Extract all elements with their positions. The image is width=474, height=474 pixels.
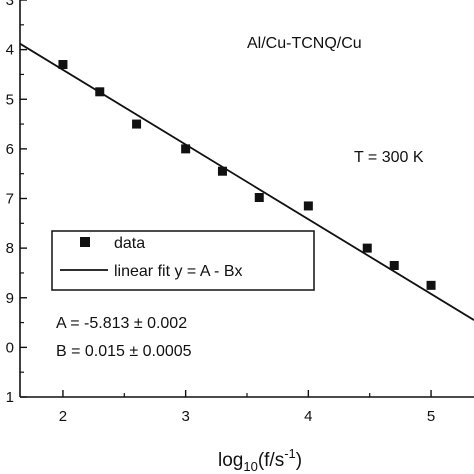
legend-label-data: data <box>114 235 145 252</box>
param-b-annotation: B = 0.015 ± 0.0005 <box>56 343 192 360</box>
x-axis-label: log10(f/s-1) <box>218 446 302 474</box>
y-tick-label: 3 <box>6 0 14 9</box>
data-point <box>362 243 372 253</box>
data-point <box>389 260 399 270</box>
data-point <box>58 60 68 70</box>
data-point <box>132 119 142 129</box>
y-tick-label: 5 <box>6 91 14 108</box>
axes: 2 3 4 5 3 4 5 6 7 8 9 0 1 <box>6 0 474 425</box>
legend-label-fit: linear fit y = A - Bx <box>114 263 243 280</box>
data-point <box>217 166 227 176</box>
data-point <box>95 87 105 97</box>
y-tick-label: 1 <box>6 389 14 406</box>
chart-title: Al/Cu-TCNQ/Cu <box>247 35 362 52</box>
x-tick-label: 4 <box>304 408 312 425</box>
y-tick-label: 9 <box>6 290 14 307</box>
data-point <box>426 280 436 290</box>
data-point <box>181 144 191 154</box>
y-tick-label: 4 <box>6 42 14 59</box>
y-tick-label: 6 <box>6 141 14 158</box>
data-point <box>254 193 264 203</box>
y-tick-label: 7 <box>6 191 14 208</box>
legend-marker-data <box>80 237 90 247</box>
param-a-annotation: A = -5.813 ± 0.002 <box>56 315 187 332</box>
data-point <box>303 201 313 211</box>
legend-box <box>51 230 315 291</box>
legend: data linear fit y = A - Bx <box>51 230 315 291</box>
y-tick-label: 8 <box>6 240 14 257</box>
x-tick-label: 3 <box>181 408 189 425</box>
x-tick-label: 2 <box>59 408 67 425</box>
y-tick-label: 0 <box>6 339 14 356</box>
data-points <box>58 60 436 290</box>
x-tick-label: 5 <box>427 408 435 425</box>
temperature-annotation: T = 300 K <box>354 149 424 166</box>
